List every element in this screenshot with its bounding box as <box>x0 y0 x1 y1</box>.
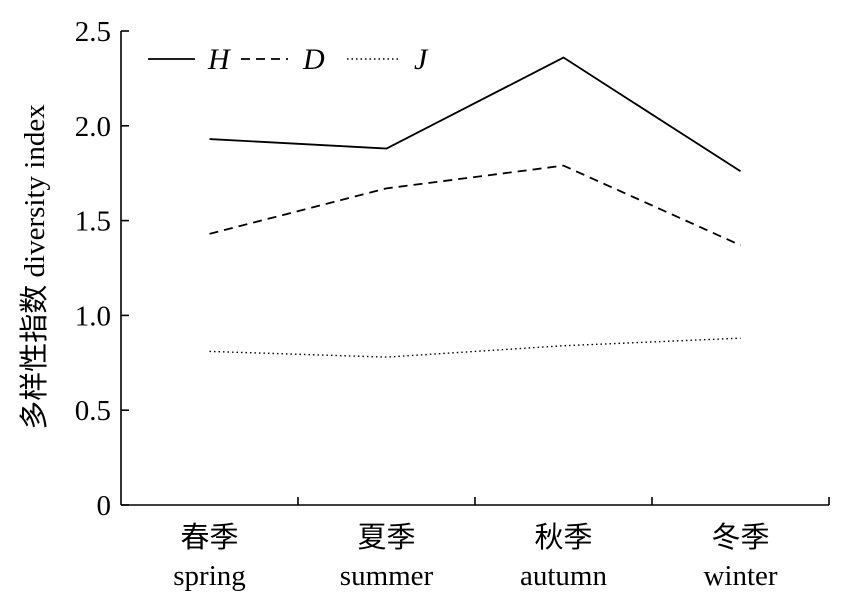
series-line-J <box>209 337 741 358</box>
y-tick-label: 0 <box>97 490 112 522</box>
series-line-H <box>209 56 741 173</box>
x-category-label-en: summer <box>340 560 434 592</box>
x-category-label-cn: 夏季 <box>357 521 415 554</box>
series-line-D <box>209 164 741 247</box>
series-lines <box>209 56 741 358</box>
x-category-label-cn: 秋季 <box>534 521 592 554</box>
x-category-label-en: winter <box>703 560 777 592</box>
y-tick-label: 2.0 <box>75 111 111 143</box>
y-axis-title: 多样性指数 diversity index <box>18 104 51 430</box>
legend-label-D: D <box>302 43 325 76</box>
x-category-label-en: autumn <box>520 560 607 592</box>
y-tick-label: 1.5 <box>75 206 111 238</box>
x-category-label-cn: 冬季 <box>711 521 769 554</box>
x-category-label-cn: 春季 <box>180 521 238 554</box>
y-tick-label: 2.5 <box>75 16 111 48</box>
legend-label-J: J <box>414 43 429 76</box>
y-axis-ticks: 0 0.5 1.0 1.5 2.0 2.5 <box>75 16 129 522</box>
y-tick-label: 1.0 <box>75 300 111 332</box>
x-category-label-en: spring <box>173 560 246 592</box>
legend-label-H: H <box>207 43 232 76</box>
x-axis-ticks: 春季 spring 夏季 summer 秋季 autumn 冬季 winter <box>173 497 830 592</box>
y-tick-label: 0.5 <box>75 395 111 427</box>
